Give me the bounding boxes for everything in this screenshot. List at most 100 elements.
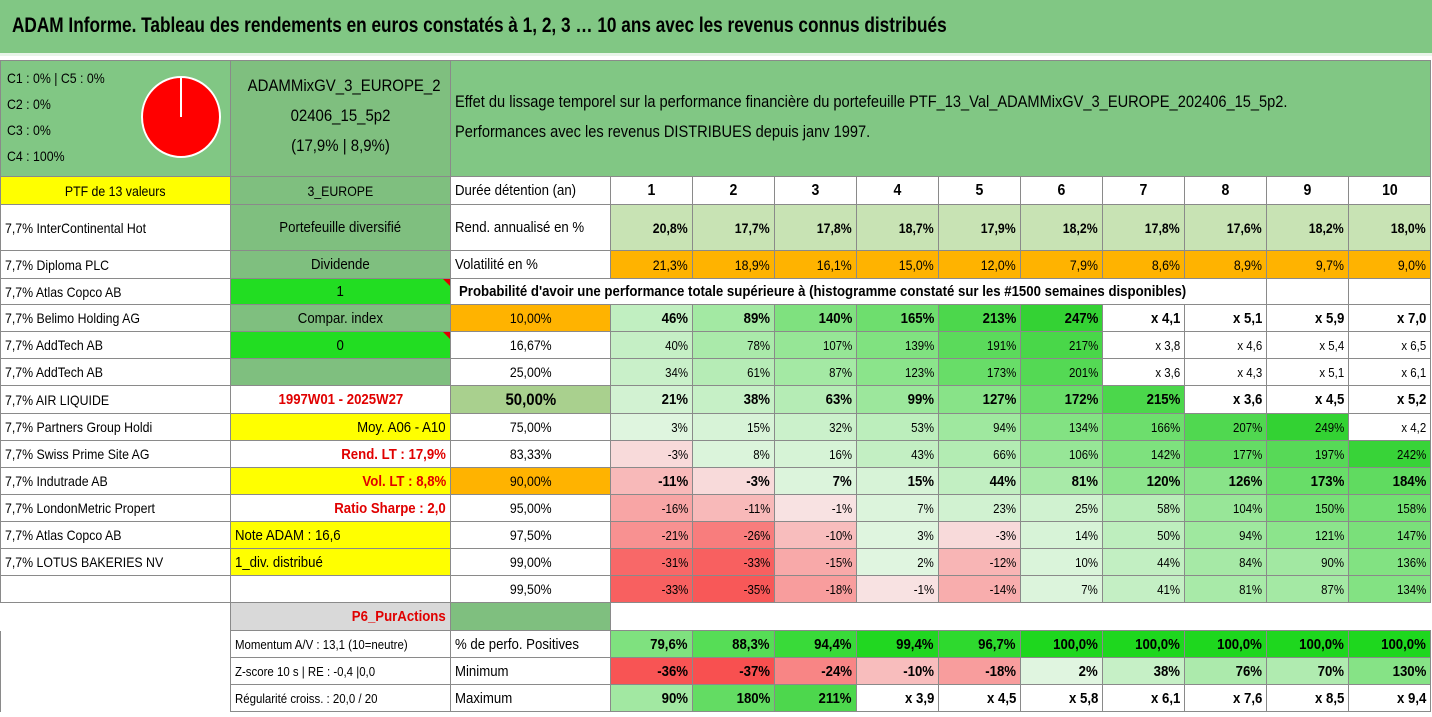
return-label: Rend. annualisé en % — [450, 204, 611, 251]
annualized-return-text: 17,8% — [1145, 219, 1180, 236]
summary-value-text: x 4,5 — [986, 689, 1016, 707]
percentile-value: 107% — [774, 331, 857, 359]
percentile-value-text: x 5,1 — [1232, 309, 1262, 327]
percentile-value: 207% — [1184, 413, 1267, 441]
percentile-value: 165% — [856, 304, 939, 332]
percentile-value-text: 127% — [982, 391, 1016, 408]
info-cell-text: Note ADAM : 16,6 — [235, 526, 341, 544]
info-cell: Rend. LT : 17,9% — [230, 440, 451, 468]
summary-value: 100,0% — [1102, 630, 1185, 658]
percentile-value-text: 23% — [993, 500, 1016, 516]
holding-name-text: 7,7% AddTech AB — [5, 364, 103, 380]
percentile-value: -11% — [692, 494, 775, 522]
year-header: 2 — [692, 176, 775, 205]
volatility-value-text: 8,6% — [1151, 256, 1180, 273]
info-cell-text: Ratio Sharpe : 2,0 — [334, 499, 446, 517]
year-header-text: 4 — [893, 181, 902, 199]
table-row: 7,7% LOTUS BAKERIES NV 1_div. distribué 99… — [0, 548, 1432, 576]
percentile-value-text: -3% — [667, 446, 688, 462]
summary-value: 130% — [1347, 657, 1432, 685]
percentile-value-text: 2% — [917, 554, 934, 570]
percentile-value: -14% — [938, 575, 1021, 603]
percentile-value-text: -11% — [657, 472, 688, 490]
percentile-value: 173% — [1266, 467, 1349, 495]
annualized-return-text: 17,6% — [1227, 219, 1262, 236]
percentile-label-text: 16,67% — [509, 337, 552, 353]
portfolio-name-line: 02406_15_5p2 — [290, 106, 391, 125]
percentile-value-text: 94% — [1239, 527, 1262, 543]
table-row: 7,7% Atlas Copco AB 1 Probabilité d'avoir … — [0, 278, 1432, 305]
percentile-value: 127% — [938, 385, 1021, 414]
volatility-value-text: 8,9% — [1233, 256, 1262, 273]
volatility-value: 9,0% — [1347, 250, 1432, 279]
summary-value-text: -18% — [985, 662, 1016, 680]
info-cell: 0 — [230, 331, 451, 359]
allocation-line: C3 : 0% — [7, 122, 51, 138]
percentile-value: 147% — [1347, 521, 1432, 549]
table-row: 7,7% Belimo Holding AG Compar. index 10,00… — [0, 304, 1432, 332]
percentile-value: x 3,8 — [1102, 331, 1185, 359]
percentile-value: -3% — [938, 521, 1021, 549]
summary-value-text: 38% — [1153, 662, 1180, 680]
info-cell: Ratio Sharpe : 2,0 — [230, 494, 451, 522]
summary-value: x 8,5 — [1266, 684, 1349, 712]
annualized-return-text: 17,7% — [735, 219, 770, 236]
percentile-value: 123% — [856, 358, 939, 386]
info-cell — [230, 575, 451, 603]
percentile-value-text: x 3,8 — [1155, 337, 1180, 353]
volatility-value: 18,9% — [692, 250, 775, 279]
percentile-value-text: 89% — [743, 309, 770, 327]
percentile-value: 15% — [692, 413, 775, 441]
annualized-return: 17,9% — [938, 204, 1021, 251]
percentile-value: 87% — [1266, 575, 1349, 603]
table-row: Momentum A/V : 13,1 (10=neutre) % de perf… — [0, 630, 1432, 658]
percentile-value-text: -3% — [746, 472, 770, 490]
indicator: Régularité croiss. : 20,0 / 20 — [230, 684, 451, 712]
percentile-value-text: 46% — [661, 309, 688, 327]
percentile-value-text: x 4,3 — [1237, 364, 1262, 380]
volatility-value-text: 9,0% — [1397, 256, 1427, 273]
holding-name-text: 7,7% Diploma PLC — [5, 256, 110, 273]
percentile-value: x 5,1 — [1184, 304, 1267, 332]
summary-value: -37% — [692, 657, 775, 685]
percentile-value-text: 142% — [1150, 446, 1180, 462]
summary-label-text: % de perfo. Positives — [455, 635, 579, 653]
percentile-value-text: -31% — [661, 554, 688, 570]
allocation-line: C4 : 100% — [7, 148, 65, 164]
volatility-label-text: Volatilité en % — [455, 256, 538, 273]
info-cell: 1997W01 - 2025W27 — [230, 385, 451, 414]
info-cell-text: 1997W01 - 2025W27 — [278, 391, 403, 408]
summary-value-text: 2% — [1078, 662, 1098, 680]
percentile-value: -15% — [774, 548, 857, 576]
info-cell: Moy. A06 - A10 — [230, 413, 451, 441]
percentile-value: 7% — [1020, 575, 1103, 603]
allocation-line: C1 : 0% | C5 : 0% — [7, 70, 105, 86]
info-cell: Compar. index — [230, 304, 451, 332]
summary-value-text: 211% — [818, 689, 852, 707]
percentile-value-text: x 4,6 — [1237, 337, 1262, 353]
holding-name: 7,7% LondonMetric Propert — [0, 494, 231, 522]
percentile-value: 34% — [610, 358, 693, 386]
percentile-value: -35% — [692, 575, 775, 603]
percentile-value-text: -21% — [661, 527, 688, 543]
probability-header-text: Probabilité d'avoir une performance tota… — [459, 283, 1187, 300]
table-row: Régularité croiss. : 20,0 / 20 Maximum 90%… — [0, 684, 1432, 712]
percentile-value: 134% — [1020, 413, 1103, 441]
percentile-label-text: 99,00% — [509, 554, 552, 570]
summary-value-text: 100,0% — [1135, 635, 1180, 653]
info-cell-text: 1_div. distribué — [235, 553, 323, 571]
percentile-value: -16% — [610, 494, 693, 522]
percentile-value-text: 3% — [917, 527, 934, 543]
holding-name-text: 7,7% Belimo Holding AG — [5, 310, 140, 326]
summary-value-text: x 9,4 — [1396, 689, 1427, 707]
percentile-value: 44% — [938, 467, 1021, 495]
percentile-value: x 7,0 — [1347, 304, 1432, 332]
holding-name: 7,7% Diploma PLC — [0, 250, 231, 279]
table-row: 7,7% Partners Group Holdi Moy. A06 - A10 7… — [0, 413, 1432, 441]
percentile-value-text: -10% — [825, 527, 852, 543]
percentile-value-text: 249% — [1314, 419, 1344, 435]
percentile-value-text: 197% — [1314, 446, 1344, 462]
percentile-value-text: 7% — [1081, 581, 1098, 597]
percentile-value-text: x 3,6 — [1155, 364, 1180, 380]
annualized-return: 17,8% — [1102, 204, 1185, 251]
